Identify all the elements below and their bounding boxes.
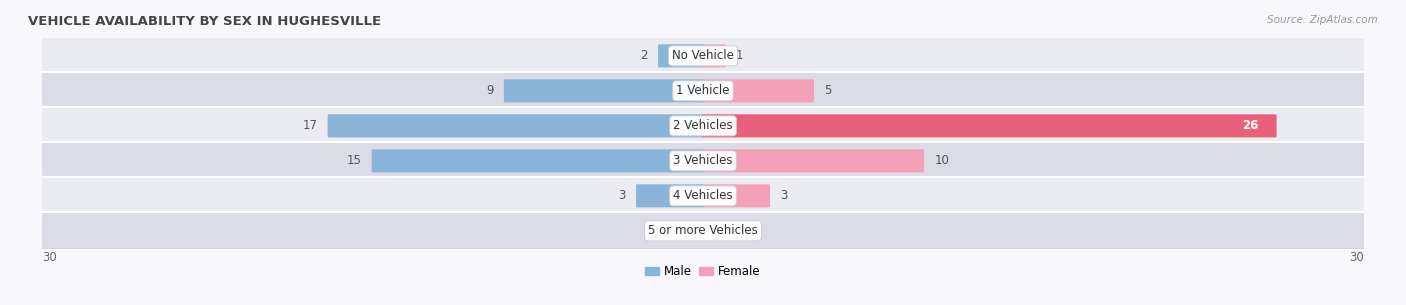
FancyBboxPatch shape: [658, 44, 704, 67]
Text: 1 Vehicle: 1 Vehicle: [676, 84, 730, 97]
FancyBboxPatch shape: [702, 114, 1277, 137]
Text: 4 Vehicles: 4 Vehicles: [673, 189, 733, 202]
FancyBboxPatch shape: [41, 72, 1365, 110]
FancyBboxPatch shape: [41, 37, 1365, 75]
Legend: Male, Female: Male, Female: [641, 260, 765, 283]
Text: Source: ZipAtlas.com: Source: ZipAtlas.com: [1267, 15, 1378, 25]
Text: 5: 5: [824, 84, 831, 97]
FancyBboxPatch shape: [41, 177, 1365, 215]
FancyBboxPatch shape: [503, 79, 704, 102]
FancyBboxPatch shape: [702, 149, 924, 172]
FancyBboxPatch shape: [371, 149, 704, 172]
Text: 9: 9: [486, 84, 494, 97]
Text: VEHICLE AVAILABILITY BY SEX IN HUGHESVILLE: VEHICLE AVAILABILITY BY SEX IN HUGHESVIL…: [28, 15, 381, 28]
Text: 17: 17: [302, 119, 318, 132]
FancyBboxPatch shape: [41, 142, 1365, 180]
Text: 30: 30: [1350, 251, 1364, 264]
Text: 26: 26: [1241, 119, 1258, 132]
FancyBboxPatch shape: [328, 114, 704, 137]
Text: 0: 0: [714, 224, 721, 237]
Text: 3 Vehicles: 3 Vehicles: [673, 154, 733, 167]
Text: 5 or more Vehicles: 5 or more Vehicles: [648, 224, 758, 237]
Text: 2: 2: [640, 49, 648, 62]
Text: 30: 30: [42, 251, 56, 264]
Text: 1: 1: [737, 49, 744, 62]
FancyBboxPatch shape: [636, 184, 704, 207]
FancyBboxPatch shape: [41, 212, 1365, 250]
FancyBboxPatch shape: [702, 184, 770, 207]
Text: 3: 3: [780, 189, 787, 202]
Text: No Vehicle: No Vehicle: [672, 49, 734, 62]
FancyBboxPatch shape: [702, 79, 814, 102]
Text: 0: 0: [685, 224, 692, 237]
Text: 15: 15: [347, 154, 361, 167]
FancyBboxPatch shape: [41, 107, 1365, 145]
Text: 2 Vehicles: 2 Vehicles: [673, 119, 733, 132]
Text: 3: 3: [619, 189, 626, 202]
Text: 10: 10: [934, 154, 949, 167]
FancyBboxPatch shape: [702, 44, 725, 67]
